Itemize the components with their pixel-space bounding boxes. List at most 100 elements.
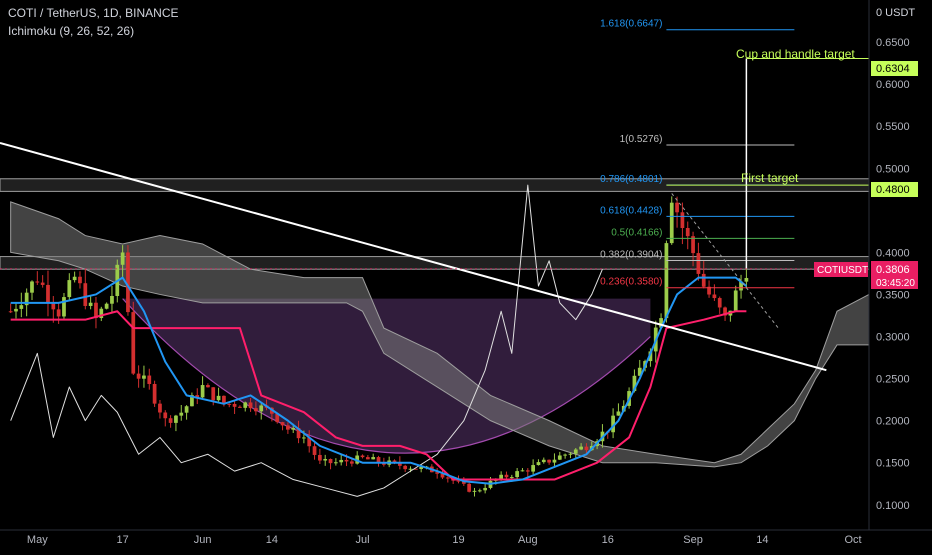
candle	[227, 403, 232, 408]
candle	[328, 458, 333, 470]
candle-body	[344, 459, 349, 462]
descending-trendline	[0, 142, 827, 372]
candle	[467, 482, 472, 493]
candle-body	[323, 458, 328, 461]
candle-body	[547, 459, 551, 463]
candle	[701, 260, 706, 289]
target-cup-badge-text: 0.6304	[876, 63, 910, 75]
target-first-badge-text: 0.4800	[876, 184, 910, 196]
candle-body	[334, 462, 338, 464]
candle	[206, 383, 210, 388]
candle	[248, 397, 253, 412]
axis-currency-label[interactable]: 0 USDT	[876, 7, 915, 19]
candle-body	[499, 474, 504, 479]
candle-body	[413, 468, 418, 470]
candle	[365, 455, 370, 460]
candle-body	[669, 202, 674, 244]
candle	[94, 296, 98, 329]
candle	[515, 467, 520, 481]
candle	[238, 405, 242, 408]
candle	[131, 301, 136, 376]
candle	[739, 274, 743, 299]
candle-body	[696, 253, 701, 274]
y-tick-label-7: 0.2500	[876, 374, 910, 386]
candle-body	[403, 465, 408, 470]
candle-body	[291, 428, 296, 430]
candle-body	[472, 490, 477, 492]
candle	[72, 271, 77, 283]
candle	[669, 196, 674, 245]
candle-body	[557, 455, 562, 460]
candle-body	[563, 454, 567, 456]
candle-body	[531, 465, 535, 472]
candle	[254, 401, 258, 416]
candle	[733, 285, 738, 312]
candle-body	[56, 309, 61, 317]
chart-title: COTI / TetherUS, 1D, BINANCE	[8, 6, 179, 20]
candle	[637, 359, 642, 376]
candle	[296, 420, 301, 444]
fib-level-label-3: 0.618(0.4428)	[600, 205, 662, 216]
candle-body	[509, 477, 514, 479]
candle-body	[408, 468, 413, 470]
candle-body	[541, 459, 546, 463]
y-tick-label-2: 0.5500	[876, 121, 910, 133]
candle	[99, 306, 104, 322]
candle-body	[733, 290, 738, 311]
candle	[62, 292, 66, 319]
candle-body	[254, 408, 258, 412]
candle-body	[712, 294, 717, 299]
candle-body	[259, 405, 264, 412]
y-tick-label-6: 0.3000	[876, 332, 910, 344]
candle-body	[216, 395, 221, 401]
first-target-label: First target	[741, 171, 799, 185]
candle	[664, 240, 669, 323]
candle-body	[179, 412, 184, 416]
candle	[14, 302, 18, 319]
candle	[568, 452, 573, 459]
candle-body	[701, 273, 706, 287]
fib-trend-line	[671, 193, 779, 329]
x-tick-label-4: Jul	[355, 534, 369, 546]
cup-outline	[122, 298, 651, 454]
candle-body	[190, 395, 194, 407]
candle	[435, 467, 440, 479]
candle-body	[19, 305, 24, 309]
candle-body	[371, 457, 376, 460]
candle-body	[723, 307, 727, 316]
candle-body	[739, 281, 743, 291]
candle-body	[328, 458, 333, 464]
candle-body	[685, 228, 690, 237]
candle-body	[675, 202, 679, 213]
candle-body	[536, 462, 541, 466]
candle	[541, 457, 546, 464]
candle-body	[275, 413, 280, 423]
candle-body	[46, 284, 50, 303]
candle-body	[477, 490, 482, 492]
candle	[195, 388, 200, 405]
candle	[120, 245, 125, 279]
fib-level-label-6: 0.236(0.3580)	[600, 277, 662, 288]
candle-body	[238, 406, 242, 408]
x-tick-label-6: Aug	[518, 534, 538, 546]
candle-body	[707, 286, 711, 295]
candle	[339, 454, 344, 466]
candle	[78, 271, 82, 289]
candle-body	[136, 373, 141, 379]
candle	[584, 443, 589, 454]
candle-body	[168, 418, 173, 423]
candle-body	[312, 446, 317, 455]
candle	[477, 488, 482, 493]
candle	[51, 296, 56, 323]
candle-body	[232, 403, 237, 407]
indicator-legend[interactable]: Ichimoku (9, 26, 52, 26)	[8, 24, 135, 38]
candle-body	[349, 461, 354, 464]
candle	[307, 430, 312, 453]
candle	[67, 273, 72, 301]
candle-body	[573, 449, 578, 454]
candle	[563, 453, 567, 459]
candle	[440, 470, 445, 480]
candle-body	[419, 466, 424, 469]
candle	[323, 454, 328, 466]
